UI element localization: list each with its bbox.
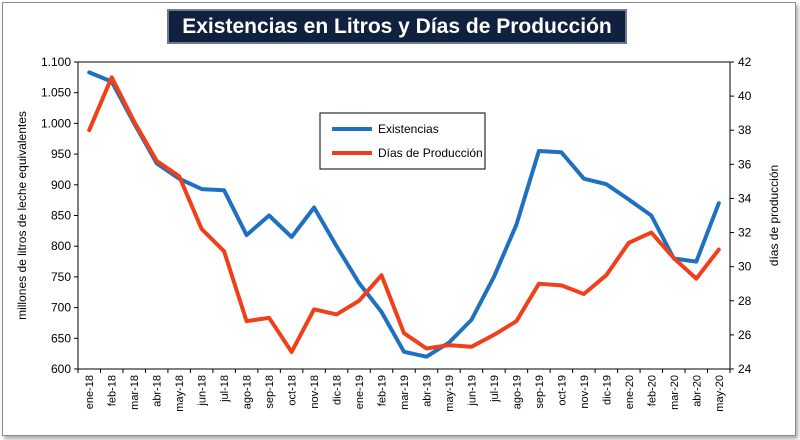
- y-left-tick-label: 850: [51, 209, 71, 223]
- series-line-existencias: [87, 70, 721, 359]
- y-left-tick-label: 1.050: [41, 86, 71, 100]
- x-tick-label: sep-18: [264, 375, 276, 409]
- y-left-tick-label: 950: [51, 147, 71, 161]
- x-tick-label: abr-19: [421, 375, 433, 407]
- x-tick-label: jul-19: [489, 375, 501, 403]
- x-tick-label: jun-18: [197, 375, 209, 407]
- x-tick-label: dic-19: [601, 375, 613, 405]
- left-axis-ticks: 600 650 700 750 800 850 900 950 1.000 1.050 1.100: [41, 55, 78, 376]
- x-tick-label: oct-19: [556, 375, 568, 406]
- chart-frame: [2, 2, 796, 436]
- x-tick-label: dic-18: [332, 375, 344, 405]
- x-tick-label: feb-20: [646, 375, 658, 406]
- x-tick-label: sep-19: [534, 375, 546, 409]
- legend-box: [319, 112, 486, 170]
- x-tick-label: ago-19: [511, 375, 523, 409]
- x-tick-label: nov-18: [309, 375, 321, 409]
- chart-title-box: Existencias en Litros y Días de Producci…: [167, 9, 627, 44]
- y-left-tick-label: 1.100: [41, 55, 71, 69]
- y-left-tick-label: 750: [51, 270, 71, 284]
- x-tick-label: feb-19: [377, 375, 389, 406]
- x-tick-label: oct-18: [287, 375, 299, 406]
- x-tick-label: may-19: [444, 375, 456, 412]
- y-left-tick-label: 800: [51, 239, 71, 253]
- y-right-tick-label: 24: [738, 362, 752, 376]
- y-right-tick-label: 40: [738, 89, 752, 103]
- y-left-tick-label: 700: [51, 301, 71, 315]
- y-right-tick-label: 32: [738, 226, 752, 240]
- x-tick-label: nov-19: [579, 375, 591, 409]
- plot-area: [77, 61, 731, 370]
- y-left-tick-label: 900: [51, 178, 71, 192]
- x-tick-label: jul-18: [219, 375, 231, 403]
- y-right-tick-label: 34: [738, 191, 752, 205]
- x-tick-label: jun-19: [466, 375, 478, 407]
- y-right-tick-label: 36: [738, 157, 752, 171]
- x-tick-label: ene-19: [354, 375, 366, 409]
- x-tick-label: mar-19: [399, 375, 411, 410]
- x-tick-label: mar-20: [669, 375, 681, 410]
- y-left-tick-label: 600: [51, 362, 71, 376]
- x-tick-label: ene-18: [84, 375, 96, 409]
- y-right-tick-label: 28: [738, 294, 752, 308]
- y-right-tick-label: 38: [738, 123, 752, 137]
- y-right-tick-label: 26: [738, 328, 752, 342]
- legend-label-existencias: Existencias: [378, 122, 439, 136]
- x-tick-label: may-20: [714, 375, 726, 412]
- x-tick-label: abr-20: [691, 375, 703, 407]
- series-line-dias-produccion: [87, 75, 721, 354]
- x-tick-label: feb-18: [107, 375, 119, 406]
- x-tick-label: ago-18: [242, 375, 254, 409]
- x-axis-ticks: ene-18 feb-18 mar-18 abr-18 may-18 jun-18 jul-…: [77, 369, 731, 412]
- y-axis-right-label: días de producción: [767, 165, 781, 266]
- x-tick-label: abr-18: [152, 375, 164, 407]
- right-axis-ticks: 24 26 28 30 32 34 36 38 40 42: [730, 55, 752, 376]
- x-tick-label: may-18: [174, 375, 186, 412]
- y-axis-left-label: millones de litros de leche equivalentes: [15, 111, 29, 320]
- chart-title: Existencias en Litros y Días de Producci…: [182, 14, 612, 38]
- series-lines: [87, 70, 721, 359]
- x-tick-label: ene-20: [624, 375, 636, 409]
- legend: Existencias Días de Producción: [319, 112, 486, 170]
- legend-label-dias-produccion: Días de Producción: [378, 146, 483, 160]
- y-left-tick-label: 1.000: [41, 116, 71, 130]
- y-right-tick-label: 42: [738, 55, 752, 69]
- y-left-tick-label: 650: [51, 331, 71, 345]
- x-tick-label: mar-18: [129, 375, 141, 410]
- y-right-tick-label: 30: [738, 260, 752, 274]
